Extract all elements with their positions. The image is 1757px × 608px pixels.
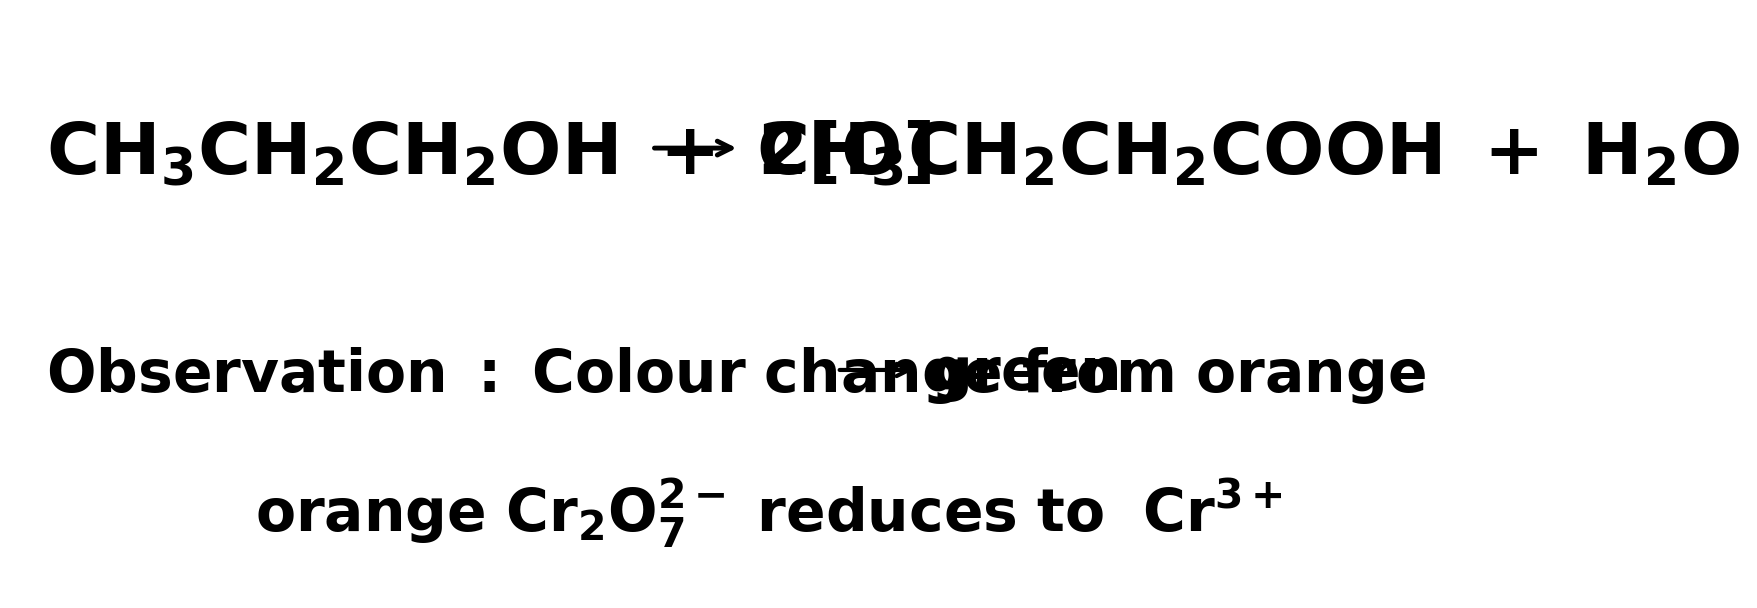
Text: $\mathbf{CH_3CH_2CH_2OH\ +\ 2[O]}$: $\mathbf{CH_3CH_2CH_2OH\ +\ 2[O]}$	[46, 119, 931, 189]
Text: $\mathbf{Observation\ :\ Colour\ change\ from\ orange}$: $\mathbf{Observation\ :\ Colour\ change\…	[46, 345, 1425, 407]
Text: $\mathbf{CH_3CH_2CH_2COOH\ +\ H_2O}$: $\mathbf{CH_3CH_2CH_2COOH\ +\ H_2O}$	[756, 120, 1739, 188]
Text: $\mathbf{green}$: $\mathbf{green}$	[929, 347, 1117, 404]
Text: $\mathbf{orange\ Cr_2O_7^{2-}\ reduces\ to\ \ Cr^{3+}}$: $\mathbf{orange\ Cr_2O_7^{2-}\ reduces\ …	[255, 477, 1283, 550]
